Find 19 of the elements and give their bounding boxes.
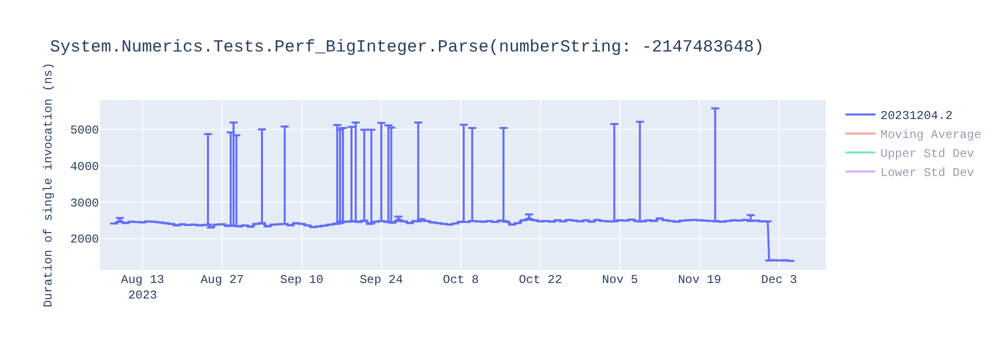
y-tick-label: 5000 xyxy=(70,124,99,138)
legend-label: Moving Average xyxy=(880,128,982,142)
x-tick-label: Nov 19 xyxy=(678,273,722,287)
legend-label: 20231204.2 xyxy=(880,109,953,124)
x-tick-label: Nov 5 xyxy=(602,273,638,287)
x-tick-label: Aug 27 xyxy=(200,273,244,287)
y-tick-label: 4000 xyxy=(70,160,99,174)
legend-label: Upper Std Dev xyxy=(880,147,974,162)
x-tick-label: Aug 13 2023 xyxy=(121,273,164,303)
y-tick-label: 3000 xyxy=(70,196,99,210)
legend-label: Lower Std Dev xyxy=(880,166,974,180)
x-tick-label: Sep 24 xyxy=(360,273,403,287)
x-tick-label: Oct 22 xyxy=(518,273,562,287)
x-tick-label: Dec 3 xyxy=(761,273,798,287)
x-tick-label: Oct 8 xyxy=(442,273,479,287)
y-axis-title: Duration of single invocation (ns) xyxy=(41,62,56,308)
chart-title: System.Numerics.Tests.Perf_BigInteger.Parse(numberString: -2147483648) xyxy=(50,38,764,58)
x-tick-label: Sep 10 xyxy=(280,273,324,287)
y-tick-label: 2000 xyxy=(70,232,99,247)
